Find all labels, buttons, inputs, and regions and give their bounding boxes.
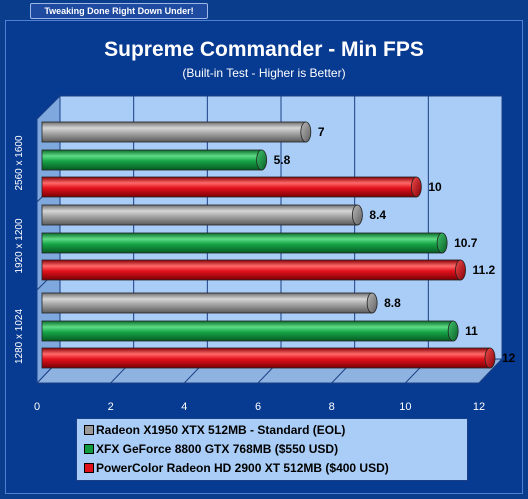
x-tick-label: 4 <box>181 401 187 413</box>
bar-cap <box>300 121 312 143</box>
legend-item-red: PowerColor Radeon HD 2900 XT 512MB ($400… <box>84 459 389 477</box>
bar-cap <box>447 320 459 342</box>
bar-body <box>41 292 373 314</box>
legend-swatch-red <box>84 462 94 473</box>
bar-red-2 <box>41 259 466 281</box>
bar-green-1 <box>41 149 268 171</box>
legend: Radeon X1950 XTX 512MB - Standard (EOL) … <box>76 418 468 481</box>
x-tick-label: 0 <box>34 401 40 413</box>
bar-value-label: 5.8 <box>274 153 291 167</box>
bar-value-label: 11 <box>465 324 478 338</box>
category-label: 1920 x 1200 <box>14 218 25 273</box>
category-label: 2560 x 1600 <box>14 135 25 190</box>
x-tick-label: 8 <box>329 401 335 413</box>
bar-body <box>41 259 461 281</box>
site-banner: Tweaking Done Right Down Under! <box>30 3 208 19</box>
bar-value-label: 8.8 <box>384 296 401 310</box>
x-tick-label: 6 <box>255 401 261 413</box>
bar-cap <box>455 259 466 281</box>
bar-red-1 <box>41 176 422 198</box>
bar-cap <box>351 204 363 226</box>
bar-green-3 <box>41 320 459 342</box>
chart-subtitle: (Built-in Test - Higher is Better) <box>182 66 346 80</box>
legend-label: XFX GeForce 8800 GTX 768MB ($550 USD) <box>96 442 339 456</box>
legend-swatch-gray <box>84 424 94 435</box>
legend-item-gray: Radeon X1950 XTX 512MB - Standard (EOL) <box>84 421 345 439</box>
x-tick-label: 12 <box>473 401 485 413</box>
bar-body <box>41 176 417 198</box>
x-axis-ticks: 0 2 4 6 8 10 12 <box>34 401 485 413</box>
bar-cap <box>436 232 448 254</box>
bar-gray-3 <box>41 292 378 314</box>
bar-cap <box>484 347 496 369</box>
bar-red-3 <box>41 347 496 369</box>
bar-value-label: 7 <box>318 125 325 139</box>
bar-gray-2 <box>41 204 363 226</box>
bar-value-label: 8.4 <box>369 208 386 222</box>
category-label: 1280 x 1024 <box>14 309 25 364</box>
bar-value-label: 10.7 <box>454 236 478 250</box>
y-axis-categories: 2560 x 1600 1920 x 1200 1280 x 1024 <box>14 135 25 364</box>
bar-cap <box>256 149 268 171</box>
bar-value-label: 10 <box>428 180 442 194</box>
bar-body <box>41 121 307 143</box>
legend-label: Radeon X1950 XTX 512MB - Standard (EOL) <box>96 423 346 437</box>
legend-swatch-green <box>84 443 94 454</box>
bar-body <box>41 232 443 254</box>
bar-body <box>41 320 454 342</box>
bar-cap <box>410 176 422 198</box>
chart-title: Supreme Commander - Min FPS <box>104 38 424 61</box>
bar-body <box>41 149 263 171</box>
bar-body <box>41 347 491 369</box>
bars: 7 5.8 10 8.4 10.7 11.2 8.8 11 12 <box>41 121 516 369</box>
x-tick-label: 10 <box>399 401 411 413</box>
bar-value-label: 11.2 <box>473 263 496 277</box>
bar-gray-1 <box>41 121 312 143</box>
gridline-floor <box>478 358 503 384</box>
bar-body <box>41 204 358 226</box>
legend-item-green: XFX GeForce 8800 GTX 768MB ($550 USD) <box>84 440 338 458</box>
legend-label: PowerColor Radeon HD 2900 XT 512MB ($400… <box>96 461 389 475</box>
x-tick-label: 2 <box>108 401 114 413</box>
bar-value-label: 12 <box>502 351 516 365</box>
bar-cap <box>366 292 378 314</box>
bar-green-2 <box>41 232 448 254</box>
